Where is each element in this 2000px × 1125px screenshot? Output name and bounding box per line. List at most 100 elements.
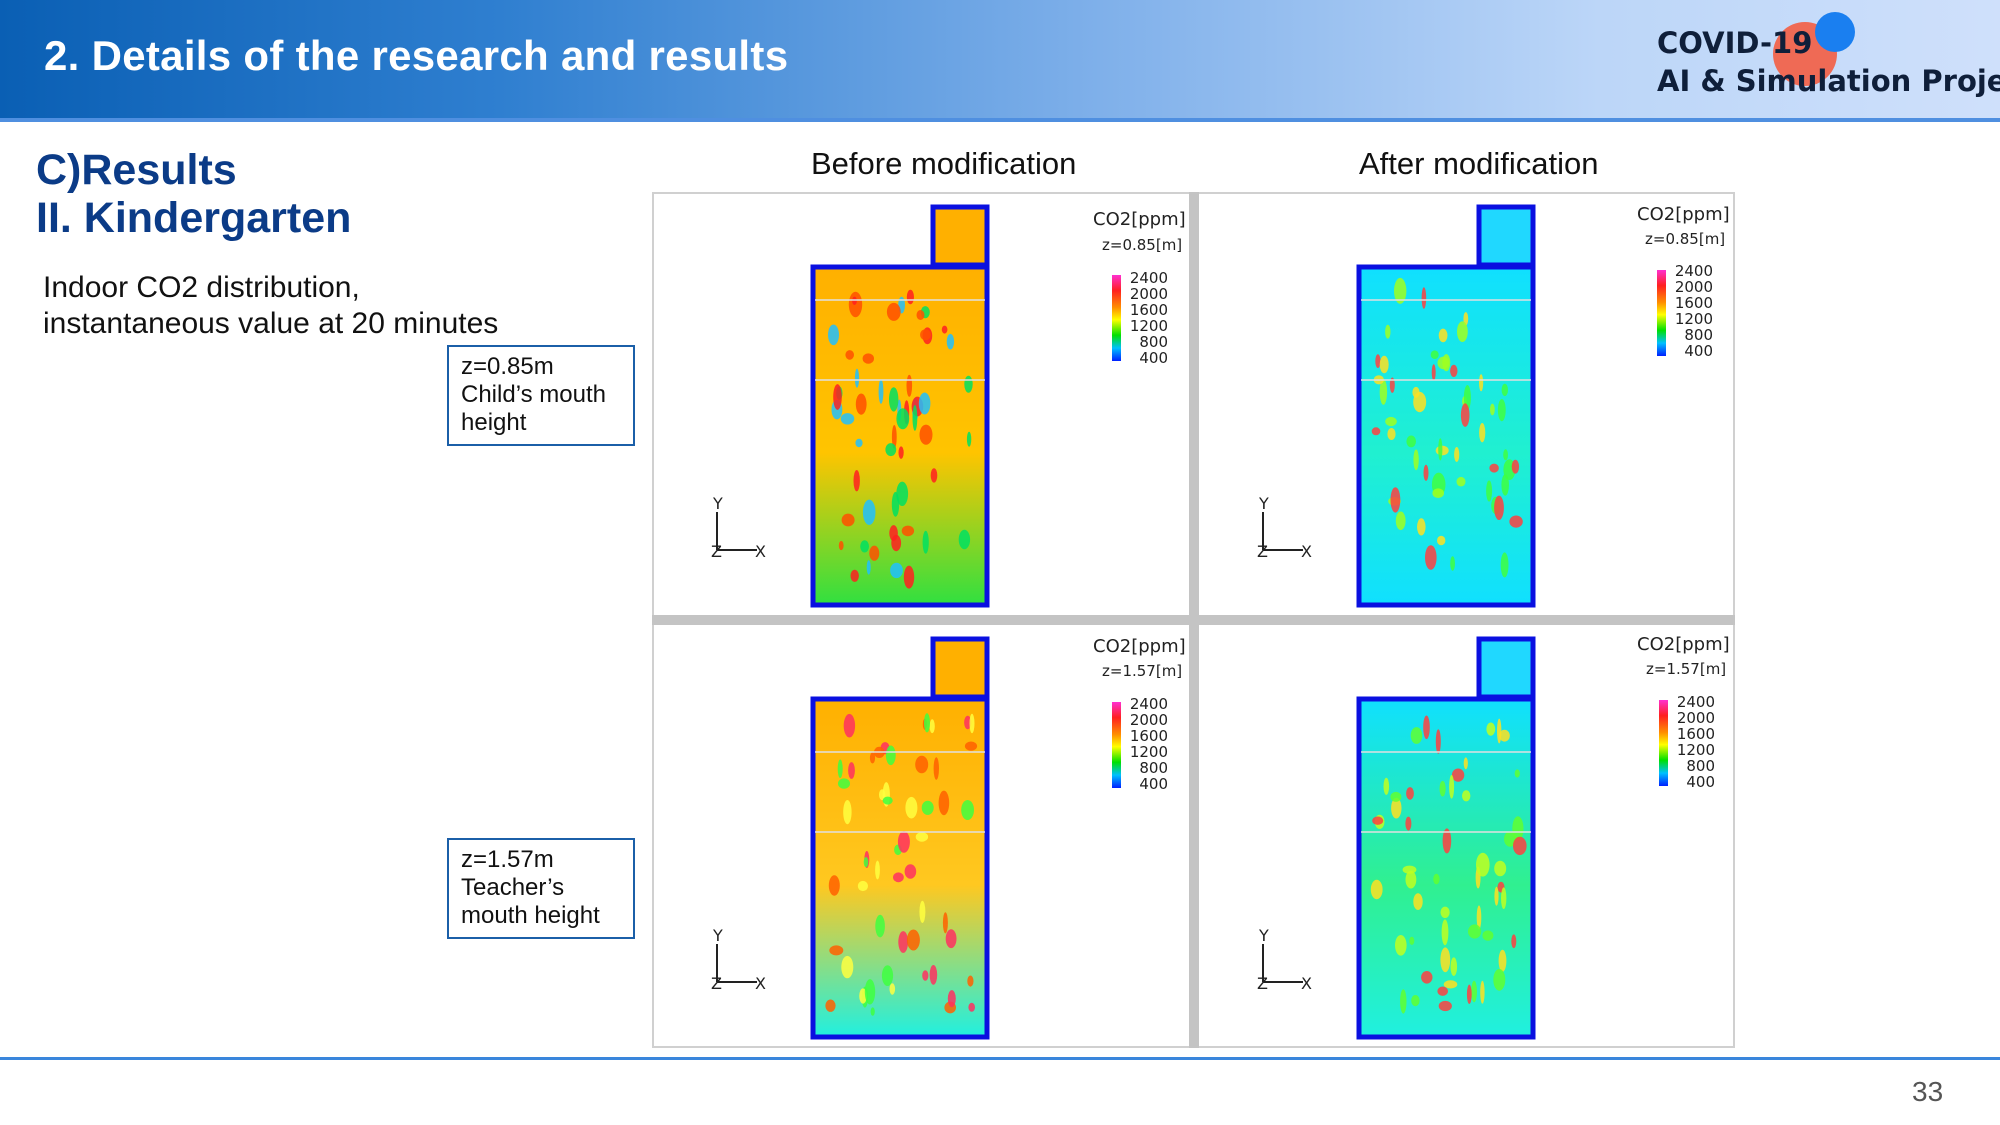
co2-plume [1438,1000,1452,1012]
co2-plume [870,1007,875,1016]
co2-plume [837,759,843,779]
annex-room [930,204,990,268]
co2-plume [1379,379,1388,405]
co2-plume [1390,791,1402,802]
co2-plume [825,999,836,1012]
co2-plume [1387,428,1396,440]
legend-z: z=1.57[m] [1102,662,1183,680]
legend-tick: 2000 [1674,278,1713,296]
annex-room [1476,636,1536,700]
project-logo: COVID-19 AI & Simulation Project [1655,12,2000,108]
axis-x-label: X [1301,542,1312,561]
co2-plume [1413,449,1419,471]
co2-plume [1486,480,1493,502]
co2-plume [866,560,871,575]
co2-plume [1402,865,1417,874]
co2-plume [1512,816,1524,841]
co2-plume [855,393,867,415]
co2-plume [938,790,950,816]
co2-plume [1462,790,1471,802]
co2-plume [841,955,854,979]
co2-plume [828,324,839,346]
legend-tick: 1200 [1674,310,1713,328]
co2-plume [918,392,931,415]
legend-tick: 800 [1686,757,1715,775]
legend-title: CO2[ppm] [1093,636,1186,657]
legend-tick: 2400 [1674,262,1713,280]
co2-plume [897,831,910,853]
co2-plume [1466,984,1472,1004]
legend-colorbar [1657,270,1666,356]
co2-map-before-z157 [655,627,1185,1045]
co2-plume [1501,474,1509,496]
co2-plume [942,912,948,934]
co2-plume [1413,391,1427,413]
legend-tick: 400 [1139,775,1168,793]
co2-plume [1476,905,1482,930]
co2-plume [920,329,931,341]
co2-plume [829,945,844,956]
floor-plan-render [810,204,990,608]
co2-plume [855,438,863,448]
co2-plume [1409,936,1415,945]
co2-plume [1391,797,1402,819]
legend-ticks: 2400 2000 1600 1200 800 400 [1128,696,1168,792]
co2-plume [1370,879,1383,900]
co2-plume [854,368,860,388]
logo-text-line2: AI & Simulation Project [1657,64,2000,98]
header-banner [0,0,2000,120]
co2-plume [890,562,903,579]
co2-plume [1442,828,1452,854]
legend-tick: 1200 [1676,741,1715,759]
co2-plume [945,929,957,949]
legend-tick: 800 [1684,326,1713,344]
co2-plume [906,289,914,305]
description-line1: Indoor CO2 distribution, [43,271,360,304]
co2-plume [1468,924,1482,939]
legend-tick: 400 [1139,349,1168,367]
co2-plume [1372,816,1384,825]
legend-tick: 2000 [1129,285,1168,303]
co2-plume [841,513,855,527]
floor-plan-render [810,636,990,1040]
co2-plume [889,387,899,412]
co2-plume [1385,416,1397,427]
co2-plume [904,864,917,879]
co2-plume [1450,364,1458,377]
co2-plume [891,425,897,449]
co2-plume [885,443,897,457]
co2-plume [881,965,894,986]
height-label-line: z=0.85m [461,353,554,380]
legend-tick: 2000 [1676,709,1715,727]
co2-plume [1371,427,1381,436]
legend-tick: 800 [1139,759,1168,777]
co2-plume [864,979,876,1005]
legend-title: CO2[ppm] [1637,204,1730,225]
co2-plume [1440,947,1451,973]
co2-plume [1443,980,1458,989]
co2-plume [1423,464,1429,481]
co2-plume [1379,355,1389,374]
co2-plume [964,375,973,393]
co2-plume [863,857,869,868]
legend-tick: 2400 [1129,269,1168,287]
co2-plume [1411,995,1420,1007]
co2-plume [1494,860,1507,877]
co2-plume [860,540,869,553]
co2-plume [1406,787,1414,800]
co2-plume [915,755,929,774]
co2-plume [1503,449,1508,461]
height-label-teacher: z=1.57m Teacher’s mouth height [447,838,635,939]
height-label-line: Teacher’s [461,874,565,901]
co2-plume [964,715,972,730]
axis-y-label: Y [713,926,723,945]
height-label-line: height [461,409,527,436]
co2-plume [1479,374,1484,392]
axis-z-label: Z [711,974,722,993]
co2-plume [882,796,893,805]
legend-tick: 1200 [1129,317,1168,335]
co2-plume [1390,487,1401,513]
legend-tick: 1600 [1676,725,1715,743]
co2-plume [1456,476,1466,487]
co2-plume [1425,545,1437,570]
